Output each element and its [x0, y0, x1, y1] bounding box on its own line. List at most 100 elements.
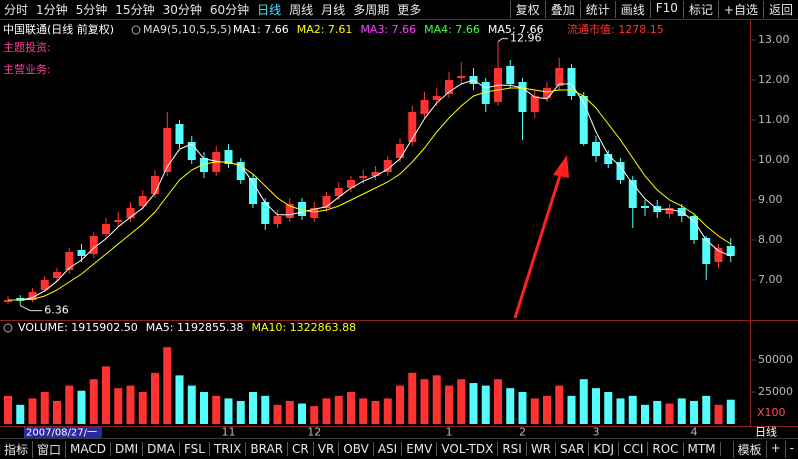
side-label: 主营业务: [3, 62, 51, 76]
tab-actions: 模板 + - [732, 440, 798, 458]
y-tick-label: 11.00 [758, 113, 790, 126]
volume-bar [628, 395, 637, 424]
volume-bar [396, 385, 404, 424]
indicator-tab[interactable]: RSI [498, 442, 527, 456]
volume-legend: MA5: 1192855.38 [146, 321, 244, 334]
period-button[interactable]: 15分钟 [115, 3, 155, 17]
volume-y-tick-label: 25000 [758, 385, 793, 398]
indicator-tab[interactable]: VR [314, 442, 340, 456]
period-button[interactable]: 5分钟 [75, 3, 108, 17]
candle-body [408, 112, 417, 142]
indicator-tab[interactable]: WR [527, 442, 557, 456]
volume-bar [469, 383, 478, 424]
candle-body [187, 142, 196, 160]
indicator-tab[interactable]: MACD [66, 442, 112, 456]
candle-body [236, 162, 245, 180]
indicator-tab[interactable]: DMI [111, 442, 144, 456]
candle-body [298, 202, 306, 216]
indicator-tab[interactable]: ROC [648, 442, 684, 456]
indicator-tab[interactable]: ASI [374, 442, 403, 456]
candle-body [114, 220, 123, 222]
candle-body [77, 250, 86, 256]
action-button[interactable]: F10 [649, 1, 683, 18]
volume-bar [89, 379, 98, 424]
period-button[interactable]: 多周期 [353, 3, 390, 17]
candle-body [481, 82, 490, 104]
candle-body [261, 202, 270, 224]
indicator-tab[interactable]: BRAR [246, 442, 289, 456]
x-tick-label: 1 [446, 426, 453, 439]
chart: 中国联通(日线 前复权) MA9(5,10,5,5,5) 流通市值: 1278.… [0, 20, 798, 438]
action-button[interactable]: 复权 [509, 1, 545, 18]
period-button[interactable]: 60分钟 [209, 3, 250, 17]
volume-bar [641, 404, 649, 424]
candle-body [628, 180, 637, 208]
volume-bar [53, 400, 61, 424]
volume-bar [236, 400, 245, 424]
volume-bar [359, 398, 368, 424]
high-pointer [497, 38, 508, 42]
candle-body [641, 206, 649, 208]
y-tick-label: 13.00 [758, 33, 790, 46]
x-tick-label: 2 [519, 426, 526, 439]
toolbar: 分时 1分钟 5分钟 15分钟 30分钟 60分钟 日线 周线 月线 多周期 更多 复权 叠加 统计 画线 F… [0, 0, 798, 20]
low-label: 6.36 [44, 304, 69, 317]
candle-body [334, 188, 343, 196]
volume-bar [77, 390, 86, 424]
indicator-tab[interactable]: VOL-TDX [437, 442, 499, 456]
candle-body [273, 216, 282, 224]
volume-bar [298, 403, 306, 424]
indicator-tab[interactable]: TRIX [210, 442, 247, 456]
action-button[interactable]: +自选 [717, 1, 763, 18]
tab-action[interactable]: 模板 [732, 440, 766, 458]
toolbar-actions: 复权 叠加 统计 画线 F10 标记 +自选 返回 [509, 1, 798, 18]
ma-legend: MA5: 7.66 [488, 23, 544, 36]
action-button[interactable]: 画线 [614, 1, 650, 18]
arrow-head [553, 155, 569, 178]
indicator-tab[interactable]: FSL [180, 442, 210, 456]
period-button[interactable]: 分时 [4, 3, 29, 17]
indicator-tab[interactable]: 指标 [0, 440, 34, 458]
indicator-tab[interactable]: KDJ [589, 442, 620, 456]
volume-bar [604, 392, 613, 424]
indicator-tab[interactable]: 窗口 [33, 440, 67, 458]
period-button[interactable]: 1分钟 [36, 3, 68, 17]
candle-body [359, 176, 368, 178]
action-button[interactable]: 叠加 [544, 1, 580, 18]
candle-body [420, 100, 429, 114]
y-tick-label: 10.00 [758, 153, 790, 166]
period-button[interactable]: 周线 [289, 3, 314, 17]
period-button[interactable]: 30分钟 [162, 3, 202, 17]
action-button[interactable]: 统计 [579, 1, 615, 18]
indicator-tab[interactable]: SAR [556, 442, 590, 456]
volume-bar [187, 385, 196, 424]
tab-action[interactable]: + [765, 440, 785, 458]
volume-bar [65, 385, 74, 424]
volume-bar [163, 347, 172, 424]
ma-legend: MA4: 7.66 [424, 23, 480, 36]
action-button[interactable]: 返回 [762, 1, 798, 18]
volume-bar [567, 395, 576, 424]
candle-body [285, 204, 294, 218]
candle-body [16, 298, 25, 301]
indicator-tab[interactable]: CCI [619, 442, 649, 456]
cursor-date-box [24, 427, 102, 438]
volume-bar [175, 375, 184, 424]
tab-action[interactable]: - [784, 440, 798, 458]
candle-body [567, 68, 576, 96]
indicator-tab[interactable]: CR [288, 442, 314, 456]
period-button[interactable]: 日线 [257, 3, 282, 17]
indicator-tab[interactable]: OBV [339, 442, 374, 456]
volume-bar [310, 406, 319, 424]
action-button[interactable]: 标记 [682, 1, 718, 18]
indicator-tab[interactable]: EMV [402, 442, 438, 456]
period-button[interactable]: 更多 [397, 3, 422, 17]
volume-bar [28, 398, 37, 424]
indicator-tab[interactable]: DMA [143, 442, 180, 456]
candle-body [604, 154, 613, 164]
candle-body [555, 68, 564, 86]
indicator-tab[interactable]: MTM [684, 442, 721, 456]
period-button[interactable]: 月线 [321, 3, 346, 17]
chart-title: 中国联通(日线 前复权) [3, 22, 114, 36]
candle-body [28, 292, 37, 300]
